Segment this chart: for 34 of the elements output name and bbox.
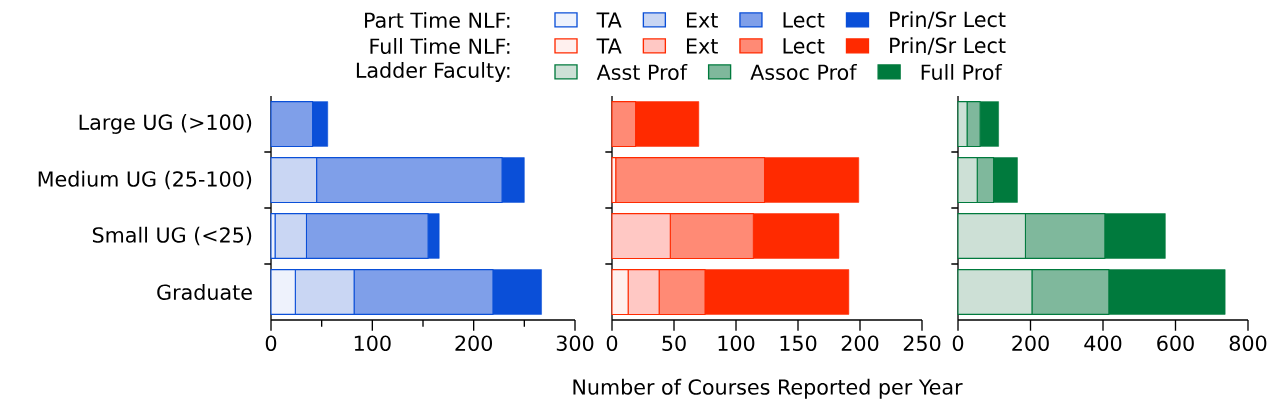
legend-label: Ext <box>686 38 718 54</box>
x-tick-label: 300 <box>556 335 594 352</box>
legend-label: Prin/Sr Lect <box>890 11 1006 29</box>
x-tick-label: 100 <box>354 335 391 352</box>
y-tick-label: Small UG (<25) <box>92 226 252 246</box>
legend-label: TA <box>596 38 622 54</box>
x-tick-label: 50 <box>662 335 686 352</box>
y-tick-label: Large UG (>100) <box>79 114 252 135</box>
y-tick-label: Graduate <box>157 284 252 300</box>
legend-title: Full Time NLF: <box>370 38 510 54</box>
x-tick-label: 400 <box>1084 335 1122 352</box>
x-tick-label: 0 <box>265 335 277 352</box>
legend-label: Asst Prof <box>596 64 688 80</box>
x-tick-label: 200 <box>455 335 493 352</box>
y-tick-label: Medium UG (25-100) <box>38 170 252 190</box>
x-tick-label: 200 <box>841 335 879 352</box>
x-tick-label: 0 <box>952 335 964 352</box>
legend-label: Ext <box>686 12 718 28</box>
x-tick-label: 800 <box>1229 335 1267 352</box>
legend-title: Ladder Faculty: <box>356 62 510 83</box>
legend-label: Assoc Prof <box>750 64 857 80</box>
x-tick-label: 150 <box>780 335 817 352</box>
x-tick-label: 0 <box>606 335 618 352</box>
x-tick-label: 100 <box>718 335 755 352</box>
x-tick-label: 600 <box>1157 335 1194 352</box>
x-axis-title: Number of Courses Reported per Year <box>573 378 963 399</box>
legend-title: Part Time NLF: <box>365 12 510 28</box>
legend-label: Lect <box>783 38 825 54</box>
legend-label: TA <box>596 12 622 28</box>
x-tick-label: 250 <box>903 335 941 352</box>
legend-label: Lect <box>783 12 825 28</box>
legend-label: Prin/Sr Lect <box>890 37 1006 55</box>
legend-label: Full Prof <box>921 64 1003 80</box>
x-tick-label: 200 <box>1012 335 1049 352</box>
